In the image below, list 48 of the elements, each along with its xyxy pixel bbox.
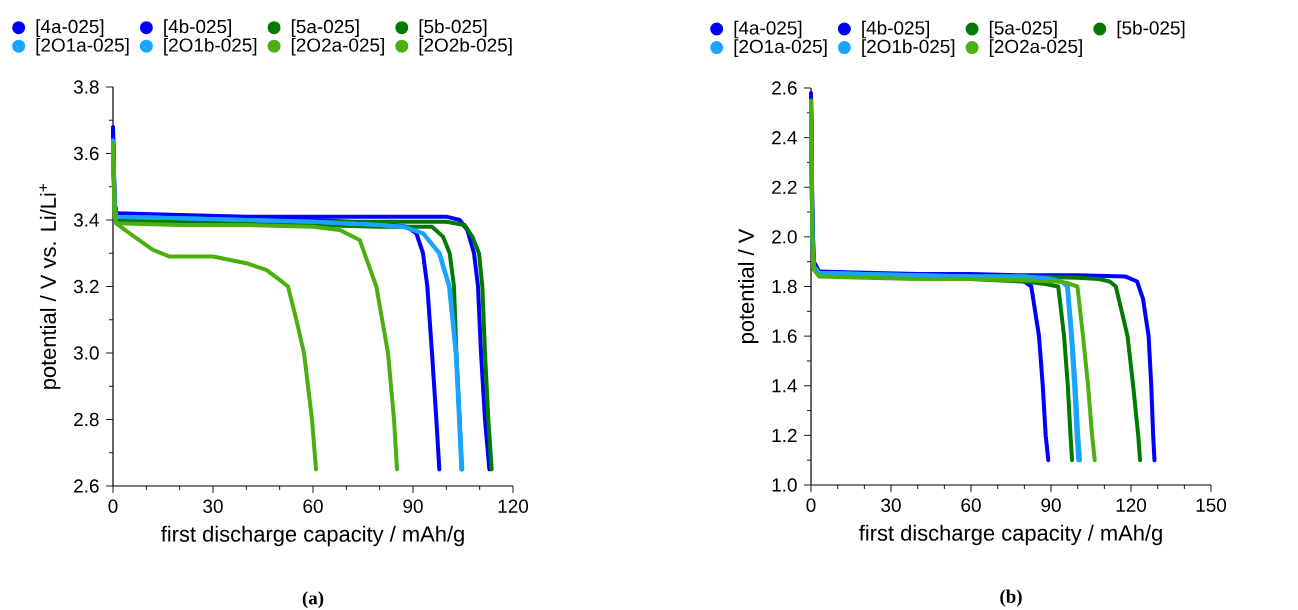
y-tick-label: 2.6 — [74, 479, 99, 493]
text: (a) — [302, 591, 324, 609]
x-axis-title: first discharge capacity / mAh/g — [859, 524, 1162, 546]
x-tick-label: 90 — [403, 499, 423, 513]
legend-label: [4a-025] — [36, 19, 104, 37]
legend-label: [2O1a-025] — [36, 37, 129, 56]
legend-label: [5b-025] — [1117, 20, 1185, 39]
y-axis-title: potential / V — [737, 228, 759, 343]
y-tick-label: 3.6 — [73, 146, 99, 161]
legend-label: [5a-025] — [989, 20, 1057, 39]
y-tick-label: 3.4 — [73, 213, 99, 227]
legend-label: [4a-025] — [734, 20, 802, 39]
x-tick-label: 150 — [1196, 498, 1227, 512]
x-tick-label: 120 — [1116, 498, 1147, 512]
x-tick-label: 30 — [881, 498, 901, 512]
x-tick-label: 90 — [1041, 498, 1061, 512]
y-tick-label: 1.6 — [772, 329, 797, 343]
y-tick-label: 2.8 — [74, 412, 99, 427]
y-tick-label: 2.6 — [772, 81, 797, 95]
y-tick-label: 3.0 — [73, 346, 99, 360]
x-tick-label: 60 — [961, 498, 981, 512]
legend-label: [5a-025] — [291, 19, 359, 37]
y-tick-label: 1.0 — [772, 478, 797, 492]
x-tick-label: 120 — [498, 499, 529, 513]
y-tick-label: 2.2 — [772, 180, 797, 194]
x-tick-label: 30 — [203, 499, 223, 513]
y-tick-label: 1.2 — [772, 428, 797, 442]
legend-label: [2O2a-025] — [291, 37, 384, 56]
x-tick-label: 0 — [806, 498, 816, 512]
y-axis-title: potential / V vs. Li/Li$^{+}$ — [39, 183, 61, 389]
legend-label: [2O1b-025] — [164, 37, 257, 56]
legend-label: [4b-025] — [164, 19, 231, 37]
legend-label: [2O2b-025] — [419, 37, 512, 56]
x-tick-label: 0 — [108, 499, 118, 513]
legend-label: [5b-025] — [419, 19, 487, 37]
y-tick-label: 1.8 — [772, 279, 797, 294]
y-tick-label: 3.8 — [73, 80, 99, 94]
y-tick-label: 2.4 — [772, 131, 797, 145]
x-tick-label: 60 — [303, 499, 323, 513]
y-tick-label: 3.2 — [73, 279, 99, 294]
legend-label: [2O1b-025] — [862, 39, 955, 57]
x-axis-title: first discharge capacity / mAh/g — [161, 525, 464, 547]
legend-label: [4b-025] — [862, 20, 929, 39]
y-tick-label: 2.0 — [772, 230, 797, 244]
text: (b) — [1000, 589, 1022, 607]
legend-label: [2O2a-025] — [989, 39, 1082, 57]
legend-label: [2O1a-025] — [734, 39, 827, 57]
y-tick-label: 1.4 — [772, 379, 797, 393]
